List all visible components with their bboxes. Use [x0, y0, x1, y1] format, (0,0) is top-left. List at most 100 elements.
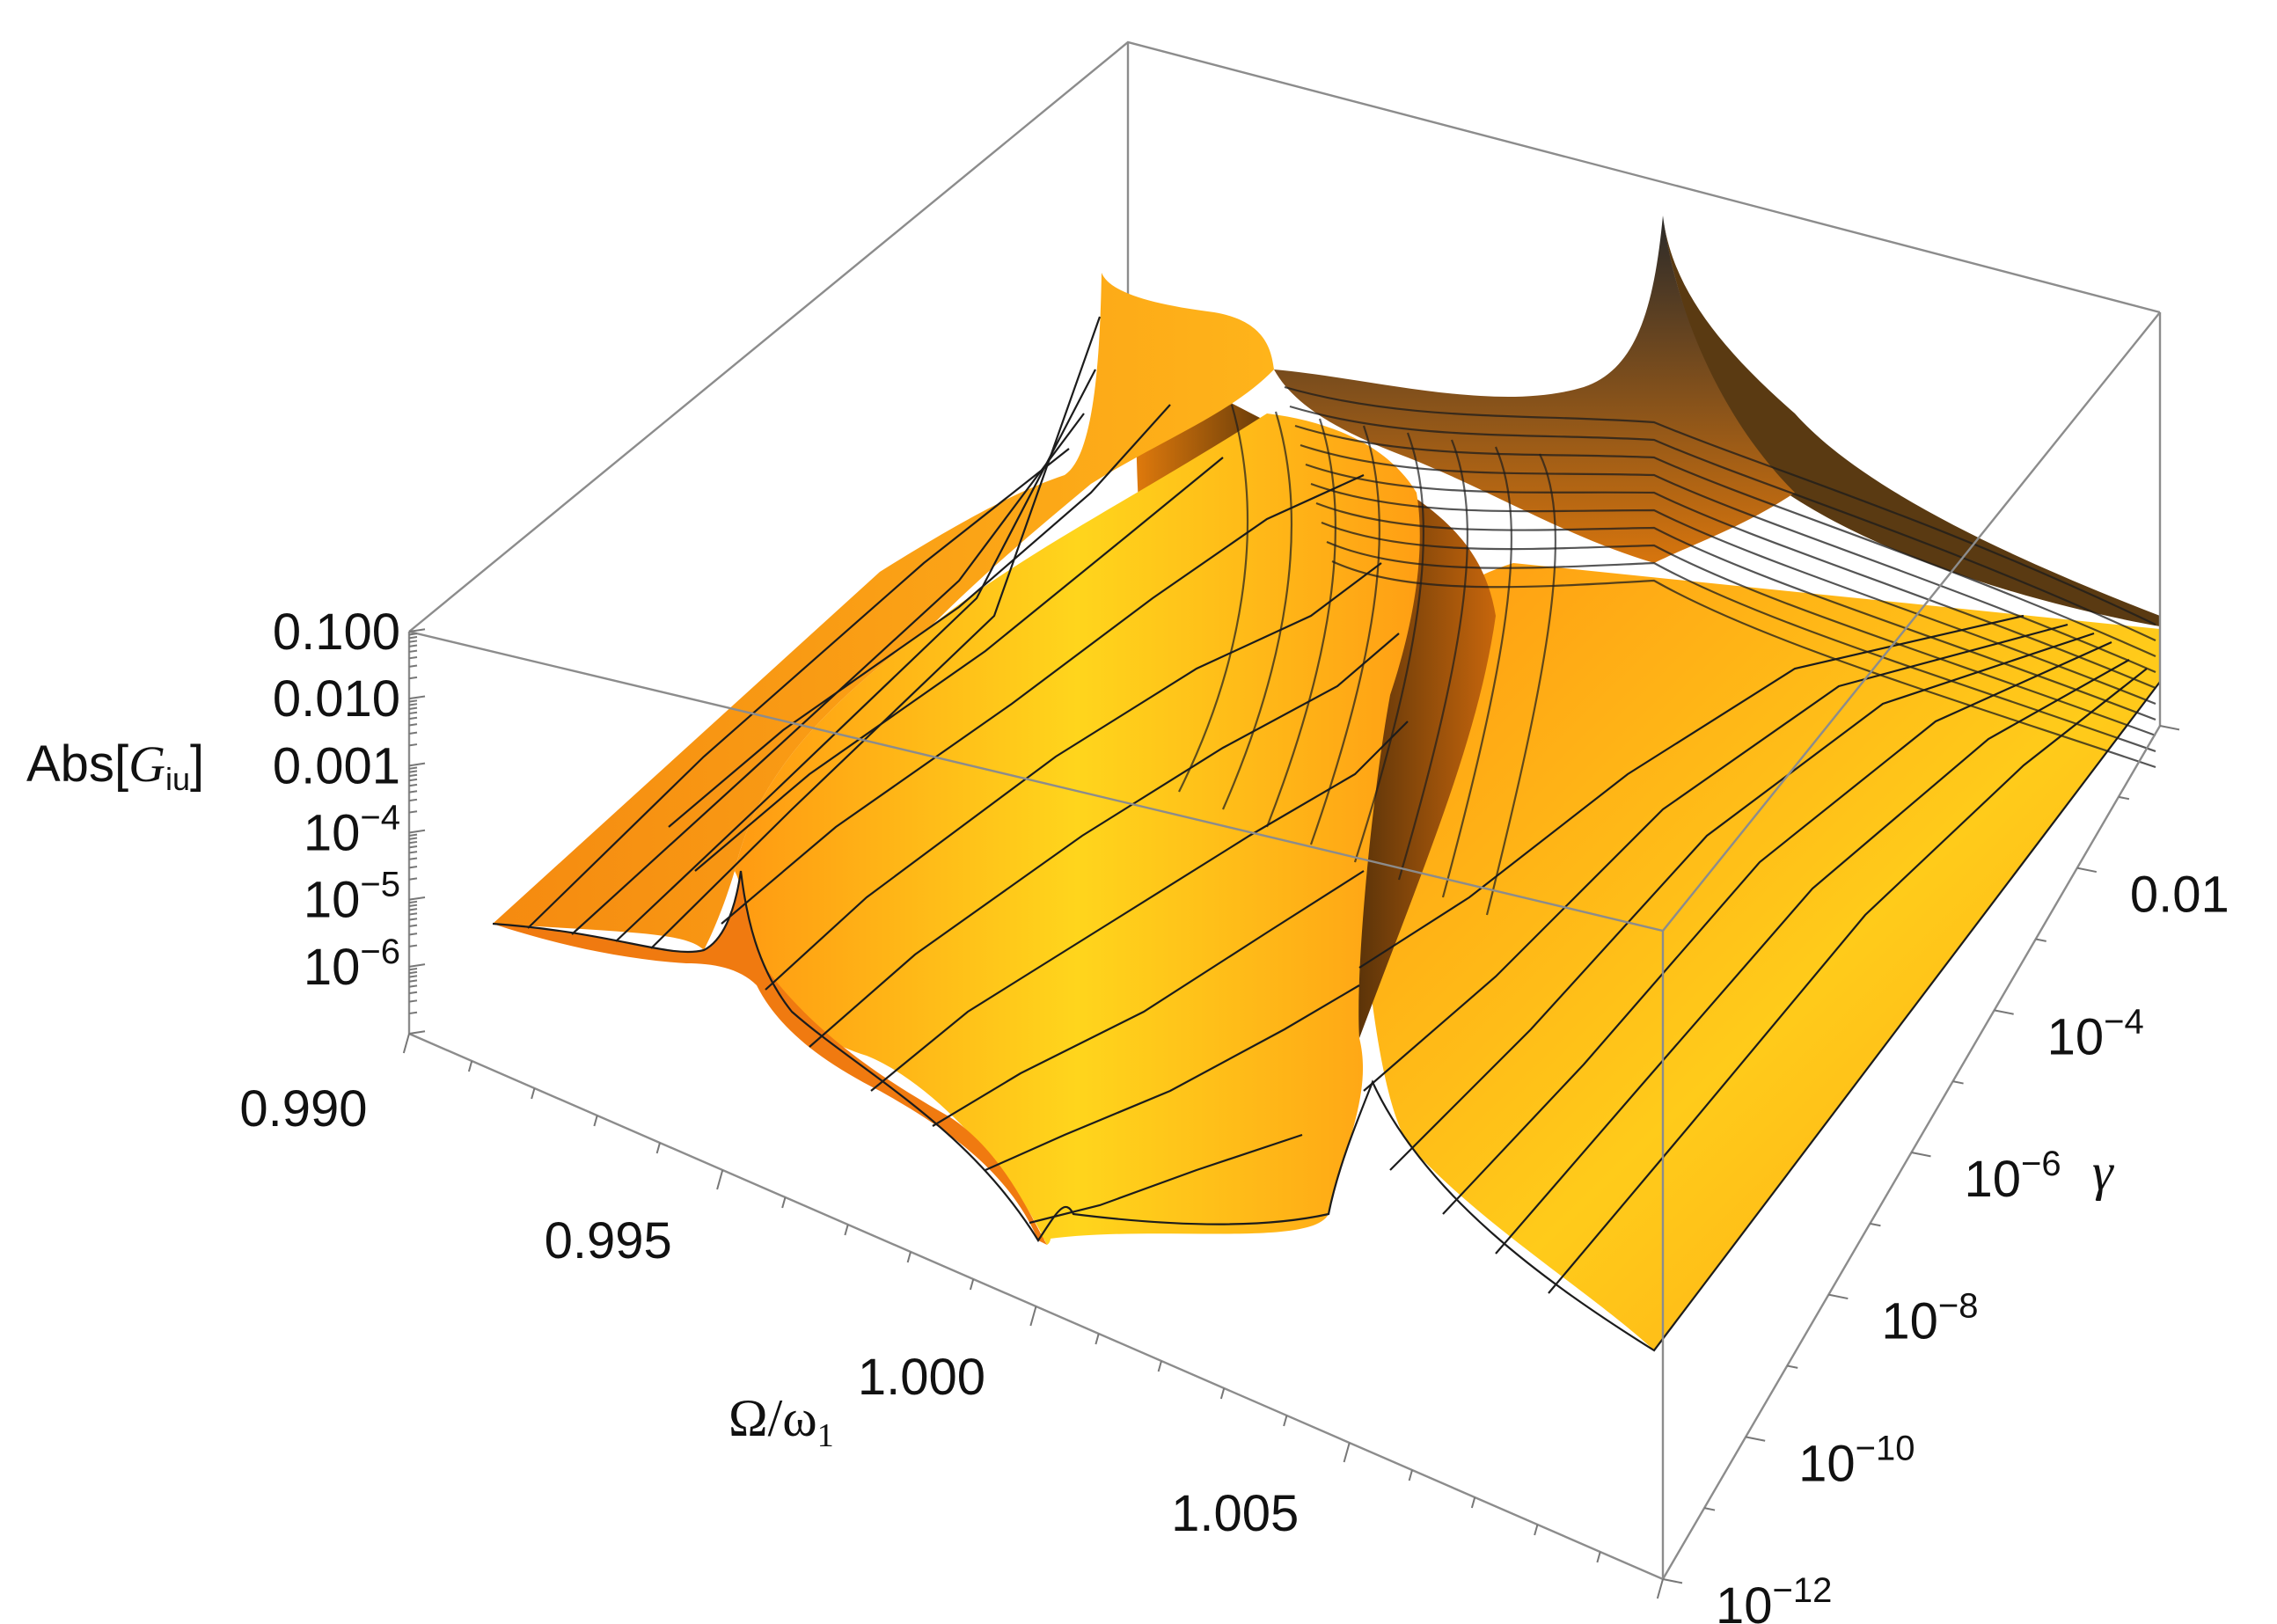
z-tick-mark: [408, 766, 418, 770]
mesh-line: [1289, 405, 2156, 641]
z-tick-mark: [408, 896, 426, 901]
x-tick-label: 1.000: [858, 1349, 985, 1406]
mesh-line: [1029, 1133, 1303, 1225]
mesh-line: [932, 870, 1365, 1127]
mesh-line: [571, 413, 1085, 935]
x-axis: 0.990 0.995 1.000 1.005 1.010: [239, 1033, 1664, 1624]
z-tick-label: 0.100: [273, 604, 400, 661]
x-tick-mark: [593, 1115, 598, 1127]
y-tick-mark: [2118, 795, 2130, 801]
z-tick-mark: [408, 975, 418, 978]
z-tick-mark: [408, 703, 418, 706]
z-tick-mark: [408, 845, 418, 849]
z-tick-mark: [408, 991, 418, 995]
x-tick-mark: [906, 1251, 912, 1263]
mesh-line: [1315, 501, 2156, 721]
x-tick-mark: [1029, 1306, 1037, 1327]
y-tick-mark: [1952, 1080, 1964, 1085]
z-tick-mark: [408, 676, 418, 680]
y-tick-mark: [1994, 1009, 2014, 1015]
mesh-line: [527, 448, 1070, 929]
y-axis-title: γ: [2092, 1143, 2114, 1201]
z-tick-label: 10−4: [304, 799, 400, 862]
z-tick-mark: [408, 743, 418, 747]
x-tick-mark: [1219, 1387, 1226, 1400]
z-tick-mark: [408, 783, 418, 787]
x-tick-label: 1.010: [1467, 1617, 1594, 1624]
z-tick-label: 10−6: [304, 933, 400, 996]
mesh-line: [1358, 614, 2024, 969]
z-tick-mark: [408, 900, 418, 904]
z-tick-mark: [408, 829, 426, 834]
z-tick-mark: [408, 640, 418, 643]
z-tick-mark: [408, 857, 418, 860]
y-tick-mark: [2035, 938, 2046, 942]
z-tick-mark: [408, 773, 418, 778]
z-tick-mark: [408, 984, 418, 988]
mesh-line: [1441, 446, 1512, 898]
z-tick-mark: [408, 664, 418, 668]
mesh-line: [650, 316, 1102, 949]
x-tick-label: 1.005: [1171, 1485, 1299, 1542]
mesh-line: [721, 473, 1365, 925]
mesh-line: [1548, 668, 2148, 1294]
x-tick-mark: [1095, 1333, 1100, 1345]
z-tick-mark: [408, 912, 418, 916]
y-tick-label: 10−8: [1881, 1287, 1978, 1350]
surface-mesh: [492, 316, 2161, 1352]
mesh-line: [1221, 411, 1292, 810]
x-tick-mark: [781, 1196, 787, 1209]
y-tick-mark: [1703, 1507, 1716, 1511]
z-tick-mark: [408, 837, 418, 840]
x-tick-mark: [655, 1142, 661, 1154]
z-tick-mark: [408, 778, 418, 782]
mesh-line: [1397, 439, 1469, 881]
x-tick-mark: [402, 1033, 410, 1054]
y-tick-mark: [1787, 1364, 1798, 1369]
mesh-line: [1310, 482, 2156, 706]
mesh-line: [694, 457, 1224, 872]
z-tick-mark: [408, 1030, 426, 1035]
z-tick-label: 0.010: [273, 670, 400, 728]
y-tick-mark: [1745, 1436, 1766, 1442]
x-tick-mark: [531, 1087, 536, 1100]
y-tick-mark: [1870, 1222, 1881, 1227]
mesh-line: [1321, 521, 2156, 737]
x-tick-mark: [1343, 1442, 1351, 1463]
y-tick-mark: [1911, 1152, 1931, 1158]
y-tick-label: 10−12: [1716, 1571, 1832, 1624]
x-tick-mark: [1596, 1551, 1601, 1563]
mesh-line: [1495, 659, 2130, 1255]
z-tick-mark: [408, 770, 418, 773]
x-tick-mark: [1470, 1496, 1476, 1509]
y-tick-mark: [1828, 1293, 1849, 1300]
z-tick-mark: [408, 979, 418, 983]
z-tick-label: 0.001: [273, 737, 400, 794]
z-tick-mark: [408, 798, 418, 802]
z-tick-mark: [408, 649, 418, 653]
y-tick-label: 0.01: [2130, 867, 2229, 924]
y-tick-label: 10−4: [2047, 1002, 2144, 1065]
mesh-line: [615, 369, 1096, 942]
x-tick-mark: [1656, 1578, 1664, 1599]
z-tick-mark: [408, 810, 418, 814]
z-tick-mark: [408, 970, 418, 975]
z-tick-mark: [408, 944, 418, 947]
z-tick-mark: [408, 908, 418, 911]
z-tick-mark: [408, 731, 418, 735]
surface-left-sheet: [493, 273, 1274, 950]
z-axis: 10−610−510−40.001 0.010 0.100: [273, 604, 426, 1035]
x-tick-label: 0.995: [545, 1212, 672, 1269]
z-tick-mark: [408, 903, 418, 908]
mesh-line: [1326, 540, 2156, 753]
mesh-line: [765, 562, 1382, 991]
x-axis-title: Ω/ω1: [728, 1389, 834, 1454]
surface-back-peak: [1274, 216, 1795, 563]
mesh-line: [1305, 463, 2156, 690]
surface: [493, 216, 2160, 1350]
mesh-line: [1178, 404, 1248, 793]
z-tick-mark: [408, 716, 418, 721]
x-tick-mark: [1534, 1524, 1539, 1536]
z-tick-mark: [408, 924, 418, 927]
z-tick-mark: [408, 655, 418, 660]
